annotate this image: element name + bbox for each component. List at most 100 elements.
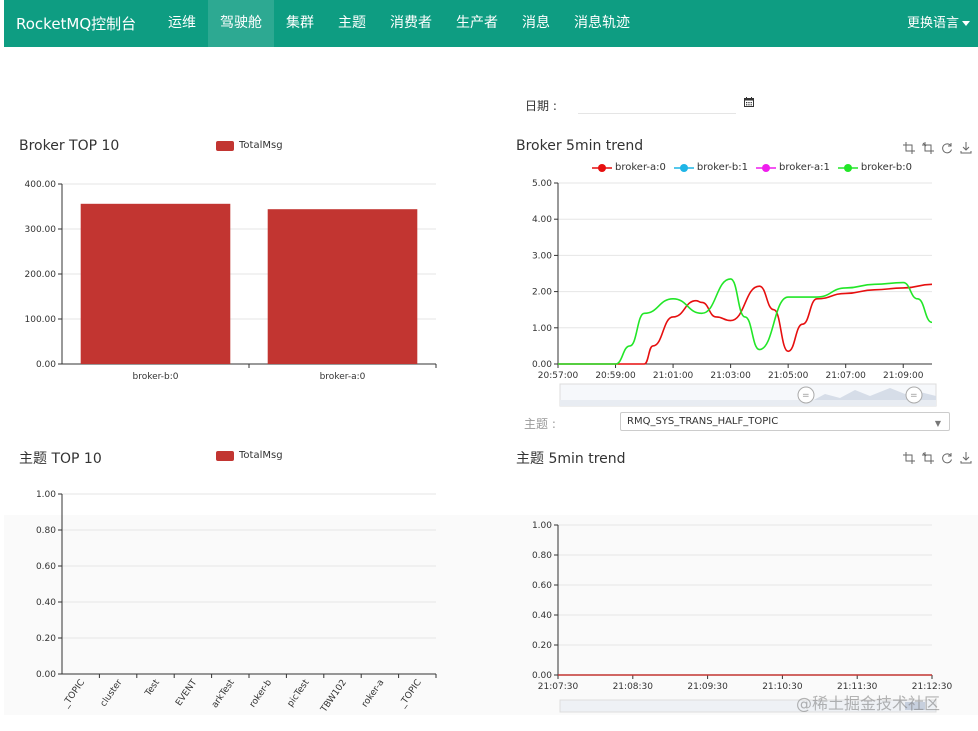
y-tick-label: 300.00 <box>25 225 57 235</box>
x-tick-label: 21:11:30 <box>837 682 878 692</box>
y-tick-label: 200.00 <box>25 270 57 280</box>
y-tick-label: 1.00 <box>532 324 552 334</box>
y-tick-label: 2.00 <box>532 288 552 298</box>
y-tick-label: 0.20 <box>532 641 552 651</box>
broker-trend-legend: broker-a:0 broker-b:1 broker-a:1 broker-b:0 <box>592 162 912 173</box>
y-tick-label: 0.40 <box>36 598 56 608</box>
y-tick-label: 5.00 <box>532 179 552 189</box>
nav-item-topic[interactable]: 主题 <box>338 15 366 31</box>
slider-handle-right <box>905 386 923 404</box>
legend-label: broker-a:1 <box>779 162 830 173</box>
nav-item-producer[interactable]: 生产者 <box>456 15 498 31</box>
legend-label: TotalMsg <box>239 450 283 461</box>
y-tick-label: 400.00 <box>25 180 57 190</box>
legend-label: broker-b:0 <box>860 162 912 173</box>
watermark: @稀土掘金技术社区 <box>796 694 941 713</box>
nav-item-dashboard[interactable]: 驾驶舱 <box>208 0 274 47</box>
x-tick-label: 21:03:00 <box>710 371 751 381</box>
y-tick-label: 3.00 <box>532 251 552 261</box>
x-tick-label: roker-b <box>248 678 274 710</box>
legend-item[interactable]: broker-b:0 <box>837 162 912 173</box>
y-tick-label: 0.80 <box>36 526 56 536</box>
chevron-down-icon: ▼ <box>934 419 941 428</box>
x-tick-label: 21:07:30 <box>538 682 579 692</box>
refresh-icon[interactable] <box>941 142 953 154</box>
x-tick-label: arkTest <box>210 678 237 710</box>
y-tick-label: 1.00 <box>532 521 552 531</box>
x-tick-label: 21:12:30 <box>912 682 953 692</box>
broker-top10-chart: 0.00 100.00 200.00 300.00 400.00 broker-b:0 br… <box>25 180 437 382</box>
date-input[interactable] <box>578 92 736 114</box>
download-icon[interactable] <box>960 142 972 154</box>
legend-line-icon <box>756 163 776 172</box>
legend-line-icon <box>592 163 612 172</box>
legend-line-icon <box>837 163 858 172</box>
nav-item-message[interactable]: 消息 <box>522 15 550 31</box>
bar <box>80 203 231 364</box>
x-tick-label: TBW102 <box>319 678 349 715</box>
topic-trend-toolbox <box>903 452 972 464</box>
language-dropdown[interactable]: 更换语言 <box>907 0 970 47</box>
series-line <box>557 278 933 365</box>
legend-item[interactable]: broker-a:0 <box>592 162 666 173</box>
date-label: 日期 : <box>525 99 557 113</box>
topic-trend-datazoom[interactable] <box>559 699 937 713</box>
language-label: 更换语言 <box>906 16 959 31</box>
legend-swatch <box>216 450 234 461</box>
broker-top10-title: Broker TOP 10 <box>19 138 120 154</box>
nav-item-message-trace[interactable]: 消息轨迹 <box>574 15 630 31</box>
x-tick-label: broker-b:0 <box>133 372 179 382</box>
legend-label: TotalMsg <box>239 140 283 151</box>
y-tick-label: 0.00 <box>532 671 552 681</box>
svg-text:=: = <box>910 391 918 401</box>
broker-trend-toolbox <box>903 142 972 154</box>
x-tick-label: 21:10:30 <box>762 682 803 692</box>
y-tick-label: 0.60 <box>36 562 56 572</box>
y-tick-label: 100.00 <box>25 315 57 325</box>
zoom-reset-icon[interactable] <box>922 452 934 464</box>
topic-trend-title: 主题 5min trend <box>516 451 626 467</box>
series-line <box>557 283 933 365</box>
broker-top10-legend[interactable]: TotalMsg <box>216 140 283 151</box>
topic-select-label: 主题 : <box>524 417 556 431</box>
y-tick-label: 0.00 <box>36 670 56 680</box>
brand-title[interactable]: RocketMQ控制台 <box>16 15 137 33</box>
x-tick-label: 21:05:00 <box>768 371 809 381</box>
broker-trend-title: Broker 5min trend <box>516 138 644 154</box>
topic-trend-chart: 0.00 0.20 0.40 0.60 0.80 1.00 21:07:30 21:08:30… <box>532 521 953 692</box>
y-tick-label: 4.00 <box>532 215 552 225</box>
nav-item-ops[interactable]: 运维 <box>168 15 196 31</box>
calendar-icon[interactable] <box>744 97 754 107</box>
y-tick-label: 1.00 <box>36 490 56 500</box>
x-tick-label: 21:07:00 <box>825 371 866 381</box>
bar <box>267 209 418 364</box>
zoom-icon[interactable] <box>903 142 915 154</box>
x-tick-label: 21:09:30 <box>687 682 728 692</box>
zoom-icon[interactable] <box>903 452 915 464</box>
legend-item[interactable]: broker-a:1 <box>756 162 830 173</box>
refresh-icon[interactable] <box>941 452 953 464</box>
legend-label: broker-b:1 <box>696 162 748 173</box>
topic-select-value: RMQ_SYS_TRANS_HALF_TOPIC <box>627 416 779 427</box>
x-tick-label: Test <box>143 678 162 699</box>
slider-handle-left <box>797 386 815 404</box>
legend-label: broker-a:0 <box>615 162 666 173</box>
x-tick-label: 21:09:00 <box>883 371 924 381</box>
nav-item-consumer[interactable]: 消费者 <box>390 15 432 31</box>
y-tick-label: 0.60 <box>532 581 552 591</box>
top-navbar: RocketMQ控制台 运维 驾驶舱 集群 主题 消费者 生产者 消息 消息轨迹… <box>4 0 978 47</box>
x-tick-label: 21:01:00 <box>653 371 694 381</box>
topic-select[interactable]: RMQ_SYS_TRANS_HALF_TOPIC ▼ <box>620 412 950 431</box>
x-tick-label: 20:59:00 <box>595 371 636 381</box>
download-icon[interactable] <box>960 452 972 464</box>
y-tick-label: 0.20 <box>36 634 56 644</box>
legend-item[interactable]: broker-b:1 <box>673 162 748 173</box>
broker-trend-datazoom[interactable]: = = <box>559 383 937 408</box>
caret-down-icon <box>962 21 970 26</box>
x-tick-label: _TOPIC <box>397 678 424 710</box>
svg-text:=: = <box>802 391 810 401</box>
zoom-reset-icon[interactable] <box>922 142 934 154</box>
topic-top10-legend[interactable]: TotalMsg <box>216 450 283 461</box>
nav-item-cluster[interactable]: 集群 <box>286 15 314 31</box>
x-tick-label: broker-a:0 <box>320 372 366 382</box>
